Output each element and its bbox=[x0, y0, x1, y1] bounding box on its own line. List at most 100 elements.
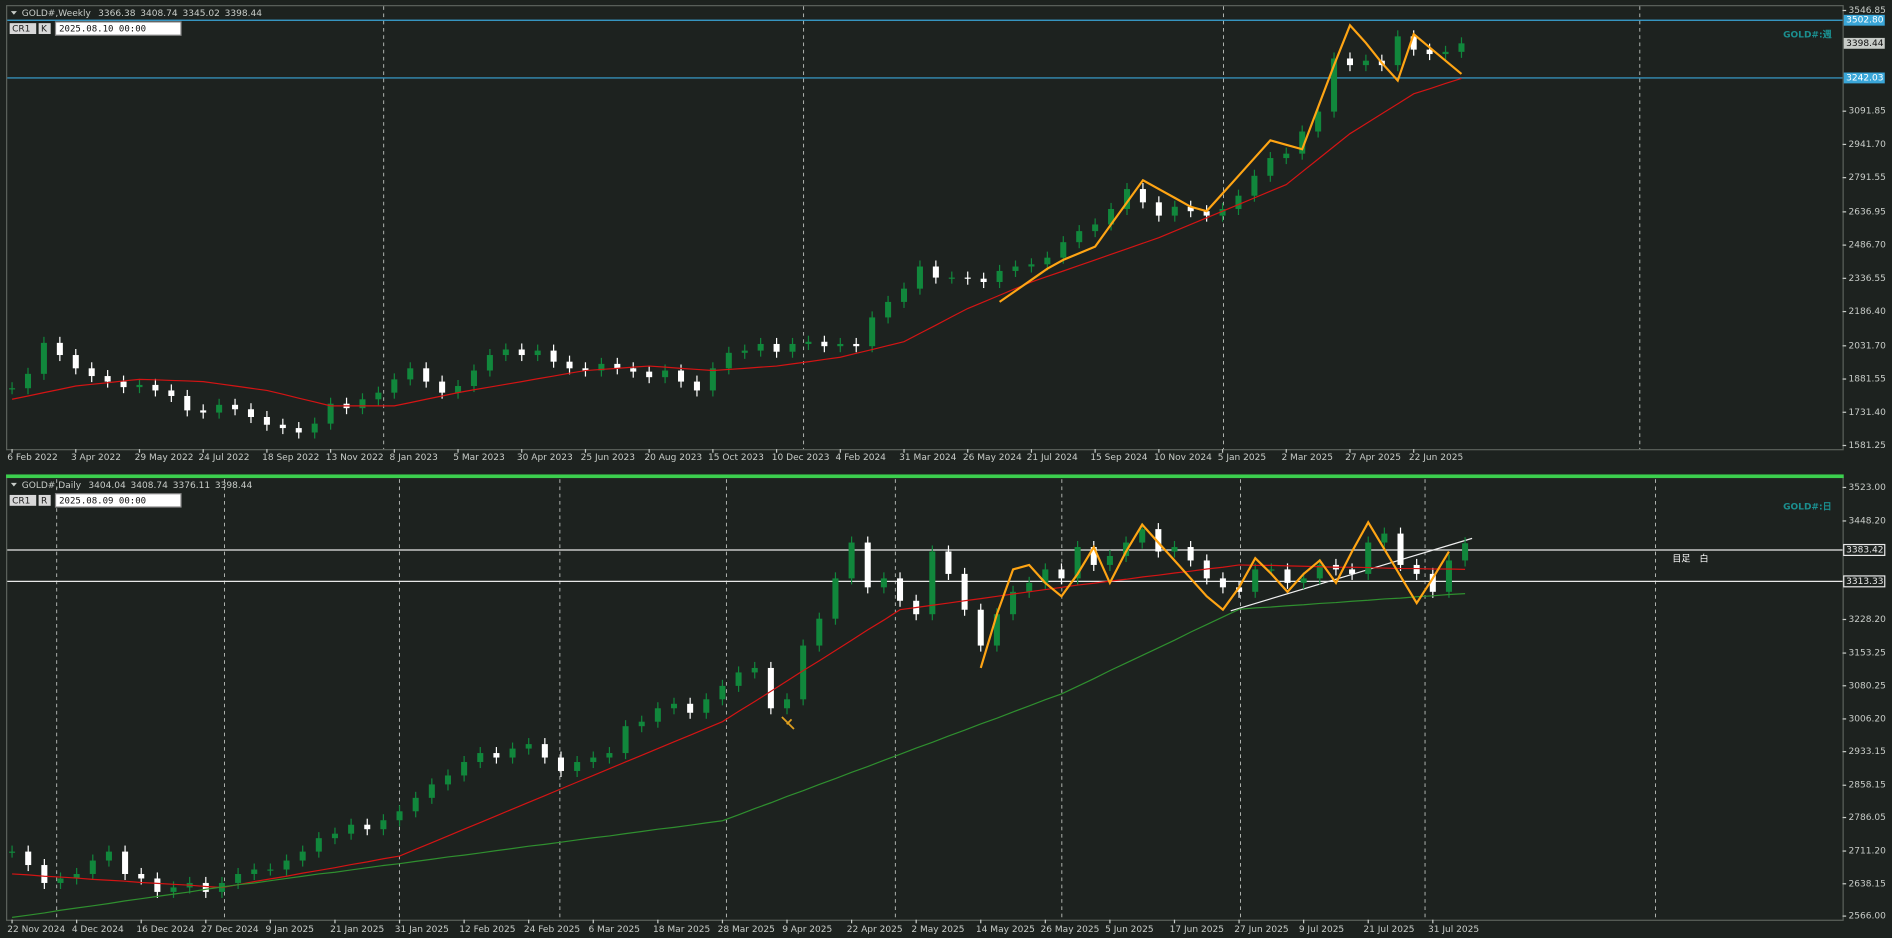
candle-body bbox=[1219, 208, 1226, 216]
x-tick-label: 5 Jun 2025 bbox=[1105, 925, 1154, 935]
symbol-label: GOLD#,Daily bbox=[22, 481, 82, 491]
period-separators bbox=[56, 6, 1656, 920]
candle-body bbox=[1300, 578, 1307, 583]
candle-body bbox=[72, 355, 79, 369]
x-tick-label: 28 Mar 2025 bbox=[718, 925, 775, 935]
candle-body bbox=[493, 753, 500, 758]
candle-body bbox=[136, 384, 143, 388]
x-tick-label: 16 Dec 2024 bbox=[136, 925, 194, 935]
candle-body bbox=[1235, 195, 1242, 209]
candle-body bbox=[1283, 153, 1290, 159]
candle-body bbox=[693, 381, 700, 391]
candle-body bbox=[247, 409, 254, 418]
candle-body bbox=[1076, 231, 1083, 243]
x-tick-label: 26 May 2025 bbox=[1041, 925, 1100, 935]
candle-body bbox=[444, 775, 451, 785]
candle-body bbox=[805, 341, 812, 344]
x-tick-label: 22 Jun 2025 bbox=[1409, 453, 1463, 463]
candle-body bbox=[1362, 60, 1369, 66]
series-line bbox=[12, 564, 1466, 889]
ohlc-value: 3408.74 bbox=[140, 9, 178, 19]
candle-body bbox=[1108, 208, 1115, 225]
x-tick-label: 15 Sep 2024 bbox=[1090, 453, 1147, 463]
last-price-label: 3398.44 bbox=[1846, 39, 1884, 49]
candle-body bbox=[916, 266, 923, 289]
candle-body bbox=[40, 342, 47, 374]
candle-body bbox=[391, 379, 398, 393]
candle-body bbox=[428, 784, 435, 798]
candle-body bbox=[518, 349, 525, 356]
series-line bbox=[11, 77, 1462, 407]
y-tick-label: 1881.55 bbox=[1849, 375, 1886, 385]
series-line bbox=[11, 593, 1466, 918]
candle-body bbox=[1092, 224, 1099, 232]
x-tick-label: 18 Sep 2022 bbox=[262, 453, 319, 463]
x-tick-label: 9 Jul 2025 bbox=[1299, 925, 1344, 935]
candle-body bbox=[154, 878, 161, 892]
x-tick-label: 31 Jul 2025 bbox=[1428, 925, 1479, 935]
candle-body bbox=[1106, 555, 1113, 565]
candle-body bbox=[1042, 569, 1049, 583]
candle-body bbox=[120, 381, 127, 388]
candle-body bbox=[1074, 547, 1081, 579]
candle-body bbox=[311, 423, 318, 433]
candle-body bbox=[470, 370, 477, 387]
candle-body bbox=[582, 368, 589, 371]
candle-body bbox=[670, 703, 678, 709]
candle-body bbox=[89, 860, 96, 874]
candle-body bbox=[263, 417, 270, 425]
candle-body bbox=[654, 708, 661, 722]
candle-body bbox=[439, 381, 446, 393]
level-label-box bbox=[1843, 72, 1885, 84]
x-tick-label: 18 Mar 2025 bbox=[653, 925, 710, 935]
candle-body bbox=[1123, 542, 1130, 556]
level-label: 3502.80 bbox=[1846, 16, 1884, 26]
candle-body bbox=[202, 882, 209, 892]
y-tick-label: 2486.70 bbox=[1849, 241, 1887, 251]
level-label-box bbox=[1843, 575, 1886, 588]
candle-body bbox=[1123, 189, 1131, 209]
candle-body bbox=[869, 317, 876, 347]
candle-body bbox=[614, 363, 621, 369]
cursor-time: 2025.08.10 00:00 bbox=[59, 25, 146, 35]
candle-body bbox=[1458, 43, 1465, 52]
candle-body bbox=[327, 403, 334, 424]
candle-body bbox=[88, 368, 95, 377]
level-label: 3383.42 bbox=[1846, 545, 1883, 555]
candle-body bbox=[1442, 51, 1449, 55]
candle-body bbox=[816, 618, 823, 646]
candle-body bbox=[1171, 547, 1178, 552]
x-tick-label: 17 Jun 2025 bbox=[1170, 925, 1224, 935]
y-tick-label: 2566.00 bbox=[1849, 912, 1887, 922]
candle-body bbox=[703, 699, 710, 713]
candle-body bbox=[1010, 591, 1017, 615]
candle-body bbox=[455, 386, 462, 393]
candle-body bbox=[964, 277, 971, 279]
candle-body bbox=[509, 748, 516, 758]
candle-body bbox=[525, 744, 532, 749]
series-line bbox=[998, 23, 1463, 303]
candle-body bbox=[1268, 569, 1275, 571]
candle-body bbox=[687, 703, 694, 713]
candle-body bbox=[380, 820, 387, 830]
candle-body bbox=[1012, 266, 1019, 271]
candle-body bbox=[1349, 569, 1356, 574]
candle-body bbox=[73, 873, 80, 879]
candle-body bbox=[1252, 569, 1259, 592]
candle-body bbox=[1331, 58, 1338, 112]
candle-body bbox=[364, 824, 371, 830]
candle-body bbox=[1251, 175, 1258, 196]
candle-body bbox=[279, 424, 286, 429]
candle-body bbox=[152, 384, 159, 391]
candle-body bbox=[375, 392, 382, 400]
x-tick-label: 24 Feb 2025 bbox=[524, 925, 580, 935]
y-tick-label: 2711.20 bbox=[1849, 847, 1887, 857]
candle-body bbox=[396, 811, 403, 821]
candle-body bbox=[996, 270, 1003, 283]
x-tick-label: 10 Dec 2023 bbox=[772, 453, 830, 463]
x-tick-label: 2 Mar 2025 bbox=[1281, 453, 1333, 463]
x-tick-label: 31 Mar 2024 bbox=[899, 453, 957, 463]
candle-body bbox=[1090, 547, 1097, 565]
candle-body bbox=[25, 851, 32, 866]
y-tick-label: 1731.40 bbox=[1849, 408, 1887, 418]
